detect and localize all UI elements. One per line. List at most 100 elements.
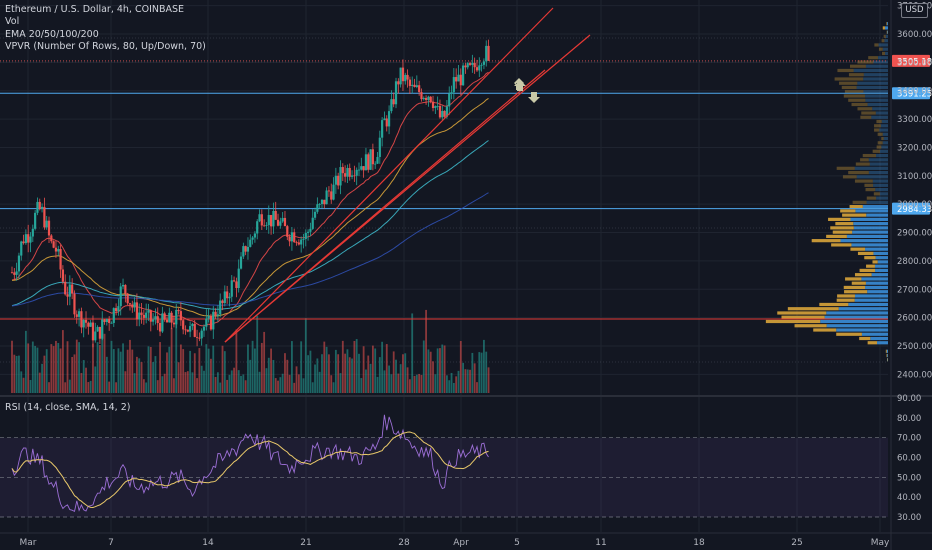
symbol-title[interactable]: Ethereum / U.S. Dollar, 4h, COINBASE (5, 4, 185, 15)
volume-bar (55, 340, 57, 393)
candle-body (253, 233, 256, 238)
candle-body (276, 219, 280, 226)
vp-row-down (841, 85, 857, 90)
volume-bar (487, 367, 490, 393)
candle-body (459, 74, 462, 86)
candle-body (202, 326, 206, 331)
volume-bar (210, 358, 212, 393)
candle-body (468, 63, 472, 65)
vp-row-up (838, 307, 888, 311)
volume-bar (50, 344, 53, 393)
ascending-channel[interactable] (224, 7, 591, 343)
vp-row-down (874, 128, 880, 132)
vp-row-down (832, 230, 853, 234)
candle-body (480, 64, 483, 66)
candle-body (10, 272, 14, 274)
volume-bar (191, 372, 194, 393)
ema-indicator-label[interactable]: EMA 20/50/100/200 (5, 28, 99, 40)
volume-bar (89, 380, 92, 393)
vp-row-up (846, 234, 888, 238)
vp-row-down (855, 162, 870, 166)
candles[interactable] (10, 39, 490, 348)
candle-body (471, 62, 474, 65)
volume-bar (355, 339, 358, 393)
candle-body (209, 315, 213, 330)
volume-bar (110, 340, 113, 393)
candle-body (320, 199, 324, 204)
volume-bar (59, 348, 62, 393)
candle-body (205, 318, 208, 327)
volume-bar (140, 362, 143, 393)
x-tick-label: 28 (398, 538, 410, 548)
candle-body (38, 201, 41, 209)
vp-row-up (863, 73, 888, 77)
candle-body (54, 247, 58, 252)
volume-bar (230, 370, 233, 393)
candle-body (145, 312, 148, 318)
price-tick-label: 3300.00 (897, 115, 932, 125)
volume-bar (383, 370, 386, 393)
volume-bar (75, 339, 78, 393)
candle-body (228, 296, 231, 299)
vp-row-down (848, 170, 869, 175)
candle-body (17, 255, 21, 272)
vp-row-down (859, 336, 871, 341)
volume-bar (145, 382, 148, 393)
rsi-line (11, 414, 489, 513)
vp-row-down (828, 217, 851, 221)
volume-bar (219, 382, 222, 393)
arrow-annotations[interactable] (514, 78, 540, 103)
volume-bar (334, 349, 337, 393)
vp-row-up (853, 68, 888, 73)
volume-bar (360, 378, 363, 393)
candle-body (168, 312, 171, 323)
volume-bar (446, 375, 448, 393)
vp-row-down (831, 243, 852, 247)
volume-bar (371, 345, 374, 393)
vp-row-up (868, 170, 888, 175)
candle-body (383, 118, 386, 121)
candle-body (457, 74, 460, 82)
ema-lines (11, 71, 489, 327)
candle-body (394, 81, 398, 105)
volume-bar (92, 343, 94, 393)
candle-body (360, 166, 363, 170)
vpvr-indicator-label[interactable]: VPVR (Number Of Rows, 80, Up/Down, 70) (5, 41, 206, 53)
rsi-indicator-label[interactable]: RSI (14, close, SMA, 14, 2) (5, 402, 131, 413)
volume-bar (170, 327, 173, 393)
rsi-tick-label: 50.00 (897, 473, 921, 483)
horizontal-lines[interactable]: 3391.25 2984.33 3505.18 (0, 54, 932, 320)
volume-bar (43, 355, 46, 393)
candle-body (318, 203, 321, 205)
candle-body (424, 97, 428, 100)
vp-row-up (863, 77, 888, 81)
vp-row-down (830, 226, 854, 230)
volume-bar (302, 378, 305, 393)
volume-bar (286, 359, 289, 393)
candle-body (175, 309, 178, 325)
candle-body (455, 77, 458, 82)
candle-body (179, 311, 182, 321)
volume-bar (254, 348, 256, 393)
candle-body (297, 242, 300, 245)
candle-body (198, 337, 201, 339)
candle-body (387, 111, 391, 127)
candle-body (436, 105, 439, 107)
volume-bar (154, 356, 157, 393)
volume-bar (233, 367, 235, 393)
volume-indicator-label[interactable]: Vol (5, 16, 20, 28)
volume-bar (244, 380, 247, 393)
candle-body (260, 214, 263, 226)
volume-bar (242, 374, 245, 393)
vp-row-up (865, 247, 888, 251)
vp-row-up (873, 251, 888, 256)
volume-bar (381, 341, 384, 393)
currency-badge[interactable]: USD (901, 3, 928, 18)
volume-bar (351, 358, 353, 393)
candle-body (487, 45, 490, 61)
candle-body (256, 221, 259, 234)
vp-row-up (850, 217, 888, 221)
x-tick-label: 5 (514, 538, 520, 548)
